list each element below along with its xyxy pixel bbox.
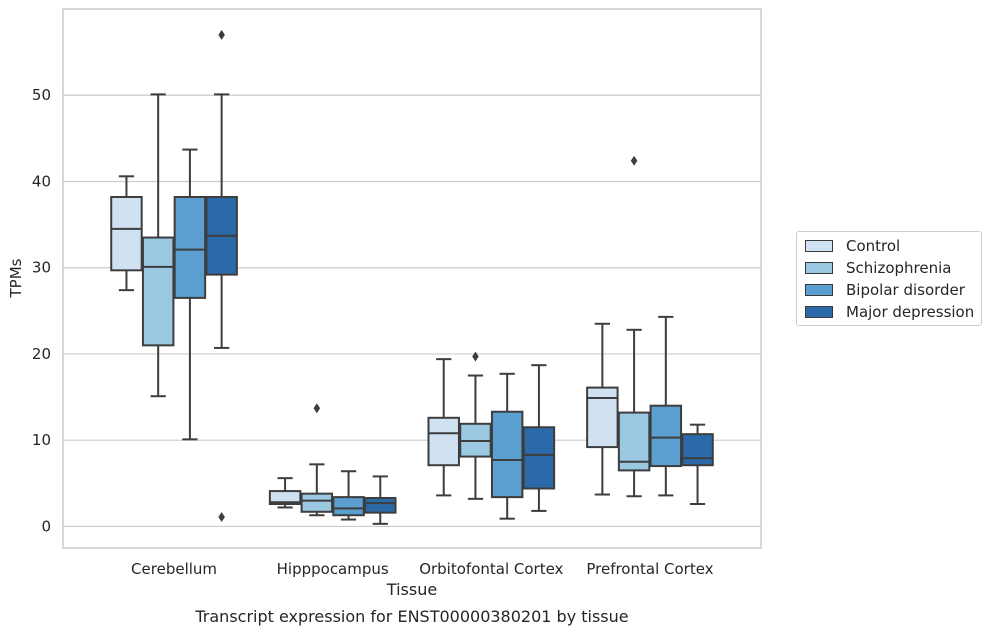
plot-frame [62, 8, 762, 549]
x-tick-label: Orbitofontal Cortex [419, 560, 563, 578]
y-tick-label: 30 [32, 259, 51, 277]
box-schizophrenia [300, 403, 334, 517]
box-iqr [268, 490, 302, 506]
x-tick-labels: Cerebellum Hipppocampus Orbitofontal Corte… [131, 560, 714, 578]
outlier-point [218, 29, 225, 40]
outlier-point [218, 511, 225, 522]
box-control [586, 322, 619, 496]
box-iqr [522, 426, 556, 490]
box-iqr [490, 410, 524, 499]
chart-title: Transcript expression for ENST0000038020… [194, 607, 628, 626]
box-iqr [681, 433, 714, 467]
legend-item-major-depression: Major depression [805, 302, 974, 322]
y-tick-label: 40 [32, 172, 51, 190]
box-bipolar-disorder [173, 148, 207, 441]
x-tick-label: Hipppocampus [277, 560, 389, 578]
box-iqr [332, 496, 365, 517]
box-major-depression [364, 475, 397, 525]
legend-swatch-schizophrenia [805, 262, 833, 274]
y-tick-label: 0 [41, 517, 51, 535]
box-iqr [110, 196, 143, 272]
y-tick-label: 10 [32, 431, 51, 449]
legend: Control Schizophrenia Bipolar disorder M… [796, 231, 982, 326]
box-iqr [364, 496, 397, 514]
legend-label-control: Control [846, 237, 901, 255]
box-control [268, 477, 302, 509]
legend-label-bipolar-disorder: Bipolar disorder [846, 281, 965, 299]
y-tick-labels: 0 10 20 30 40 50 [32, 86, 51, 535]
box-iqr [427, 416, 460, 467]
box-iqr [617, 411, 651, 472]
box-iqr [649, 404, 683, 468]
box-major-depression [681, 423, 714, 506]
x-axis-label: Tissue [386, 580, 437, 599]
box-bipolar-disorder [649, 315, 683, 497]
box-iqr [141, 236, 175, 347]
legend-item-control: Control [805, 236, 900, 256]
box-control [110, 175, 143, 292]
box-schizophrenia [141, 93, 175, 398]
box-iqr [300, 492, 334, 513]
box-bipolar-disorder [490, 372, 524, 520]
y-axis-label: TPMs [7, 258, 25, 298]
outlier-point [472, 351, 479, 362]
y-tick-label: 50 [32, 86, 51, 104]
box-major-depression [205, 29, 238, 522]
x-tick-label: Cerebellum [131, 560, 217, 578]
box-schizophrenia [459, 351, 492, 500]
box-major-depression [522, 364, 556, 512]
box-iqr [173, 196, 207, 299]
box-bipolar-disorder [332, 470, 365, 521]
box-iqr [586, 386, 619, 449]
legend-item-schizophrenia: Schizophrenia [805, 258, 951, 278]
y-tick-label: 20 [32, 345, 51, 363]
box-schizophrenia [617, 155, 651, 498]
legend-swatch-bipolar-disorder [805, 284, 833, 296]
legend-label-schizophrenia: Schizophrenia [846, 259, 952, 277]
x-tick-label: Prefrontal Cortex [586, 560, 713, 578]
legend-swatch-major-depression [805, 306, 833, 318]
box-control [427, 358, 460, 497]
legend-label-major-depression: Major depression [846, 303, 975, 321]
outlier-point [313, 403, 321, 414]
outlier-point [630, 155, 638, 166]
legend-swatch-control [805, 240, 833, 252]
box-groups [110, 29, 714, 525]
legend-item-bipolar-disorder: Bipolar disorder [805, 280, 965, 300]
